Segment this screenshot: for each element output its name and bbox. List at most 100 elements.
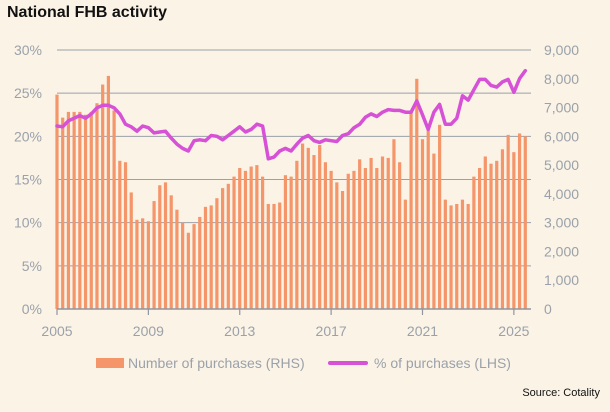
bar [141,218,145,309]
bar [146,221,150,309]
y-left-tick-label: 10% [14,215,42,231]
bar [295,160,299,309]
y-left-tick-label: 30% [14,42,42,58]
legend-item-line: % of purchases (LHS) [328,355,511,371]
bar [266,203,270,309]
bar [226,183,230,309]
gridlines [57,49,531,267]
y-right-tick-label: 6,000 [544,128,579,144]
bar [186,232,190,309]
bar [198,216,202,309]
y-axis-right: 0 1,000 2,000 3,000 4,000 5,000 6,000 7,000 8,00… [544,42,579,317]
bar [272,203,276,309]
x-tick-label: 2013 [224,323,255,339]
bar [232,176,236,309]
bar [163,182,168,309]
bar [380,156,385,309]
bar [123,162,128,309]
bar [375,167,379,309]
bar [443,199,447,309]
bar [243,170,248,309]
bar [83,114,88,309]
bar [283,175,288,309]
bar [260,176,265,309]
bar [306,147,310,309]
bar [158,185,162,309]
bar [506,134,510,309]
bar [55,94,59,309]
bar [483,156,487,309]
x-tick-label: 2021 [407,323,438,339]
bar [495,160,499,309]
bar [438,124,442,309]
bar [409,110,413,309]
bar [455,203,459,309]
line-path [55,68,528,161]
bar [192,224,196,309]
line-series [55,68,528,161]
legend: Number of purchases (RHS) % of purchases… [0,355,610,375]
bar [386,157,390,309]
bar [300,143,305,309]
bar [152,201,156,309]
x-tick-label: 2005 [41,323,72,339]
bar [369,157,373,309]
bar [89,111,93,309]
bar-series [55,75,527,310]
chart-title: National FHB activity [7,4,168,21]
bar [426,127,430,309]
bar [523,136,527,309]
source-note: Source: Cotality [522,387,600,399]
bar [238,167,242,309]
bar [460,199,465,309]
bar [489,163,493,309]
bar [169,195,173,309]
bar [466,203,470,309]
bar [112,110,116,309]
bar [318,144,322,309]
bar [432,153,436,309]
y-right-tick-label: 7,000 [544,100,579,116]
bar [66,111,71,309]
bar [312,155,316,309]
bar [420,139,425,309]
bar [221,188,225,309]
bar [392,139,396,309]
bar [135,219,139,309]
bar [346,173,350,309]
bar [335,182,339,309]
y-right-tick-label: 5,000 [544,157,579,173]
bar [517,133,522,309]
x-tick-label: 2009 [133,323,164,339]
bar [323,162,328,309]
bar [415,78,419,310]
y-right-tick-label: 9,000 [544,42,579,58]
y-right-tick-label: 1,000 [544,272,579,288]
y-right-tick-label: 0 [544,301,552,317]
x-axis: 2005 2009 2013 2017 2021 2025 [41,323,529,339]
y-left-tick-label: 25% [14,85,42,101]
bar [512,152,516,309]
y-right-tick-label: 3,000 [544,215,579,231]
bar [500,149,505,309]
bar [203,206,208,309]
x-tick-label: 2017 [316,323,347,339]
bar [95,103,99,309]
bar [472,176,476,309]
y-right-tick-label: 2,000 [544,243,579,259]
legend-label-bars: Number of purchases (RHS) [128,355,305,371]
bar [106,75,110,310]
y-axis-left: 0% 5% 10% 15% 20% 25% 30% [14,42,42,317]
bar [403,199,407,309]
legend-swatch-line [328,361,368,365]
bar [329,170,333,309]
y-left-tick-label: 0% [22,301,42,317]
bar [215,198,219,309]
y-right-tick-label: 8,000 [544,71,579,87]
bar [398,162,402,309]
bar [278,202,282,309]
bar [175,209,179,309]
bar [478,167,482,309]
bar [363,167,367,309]
